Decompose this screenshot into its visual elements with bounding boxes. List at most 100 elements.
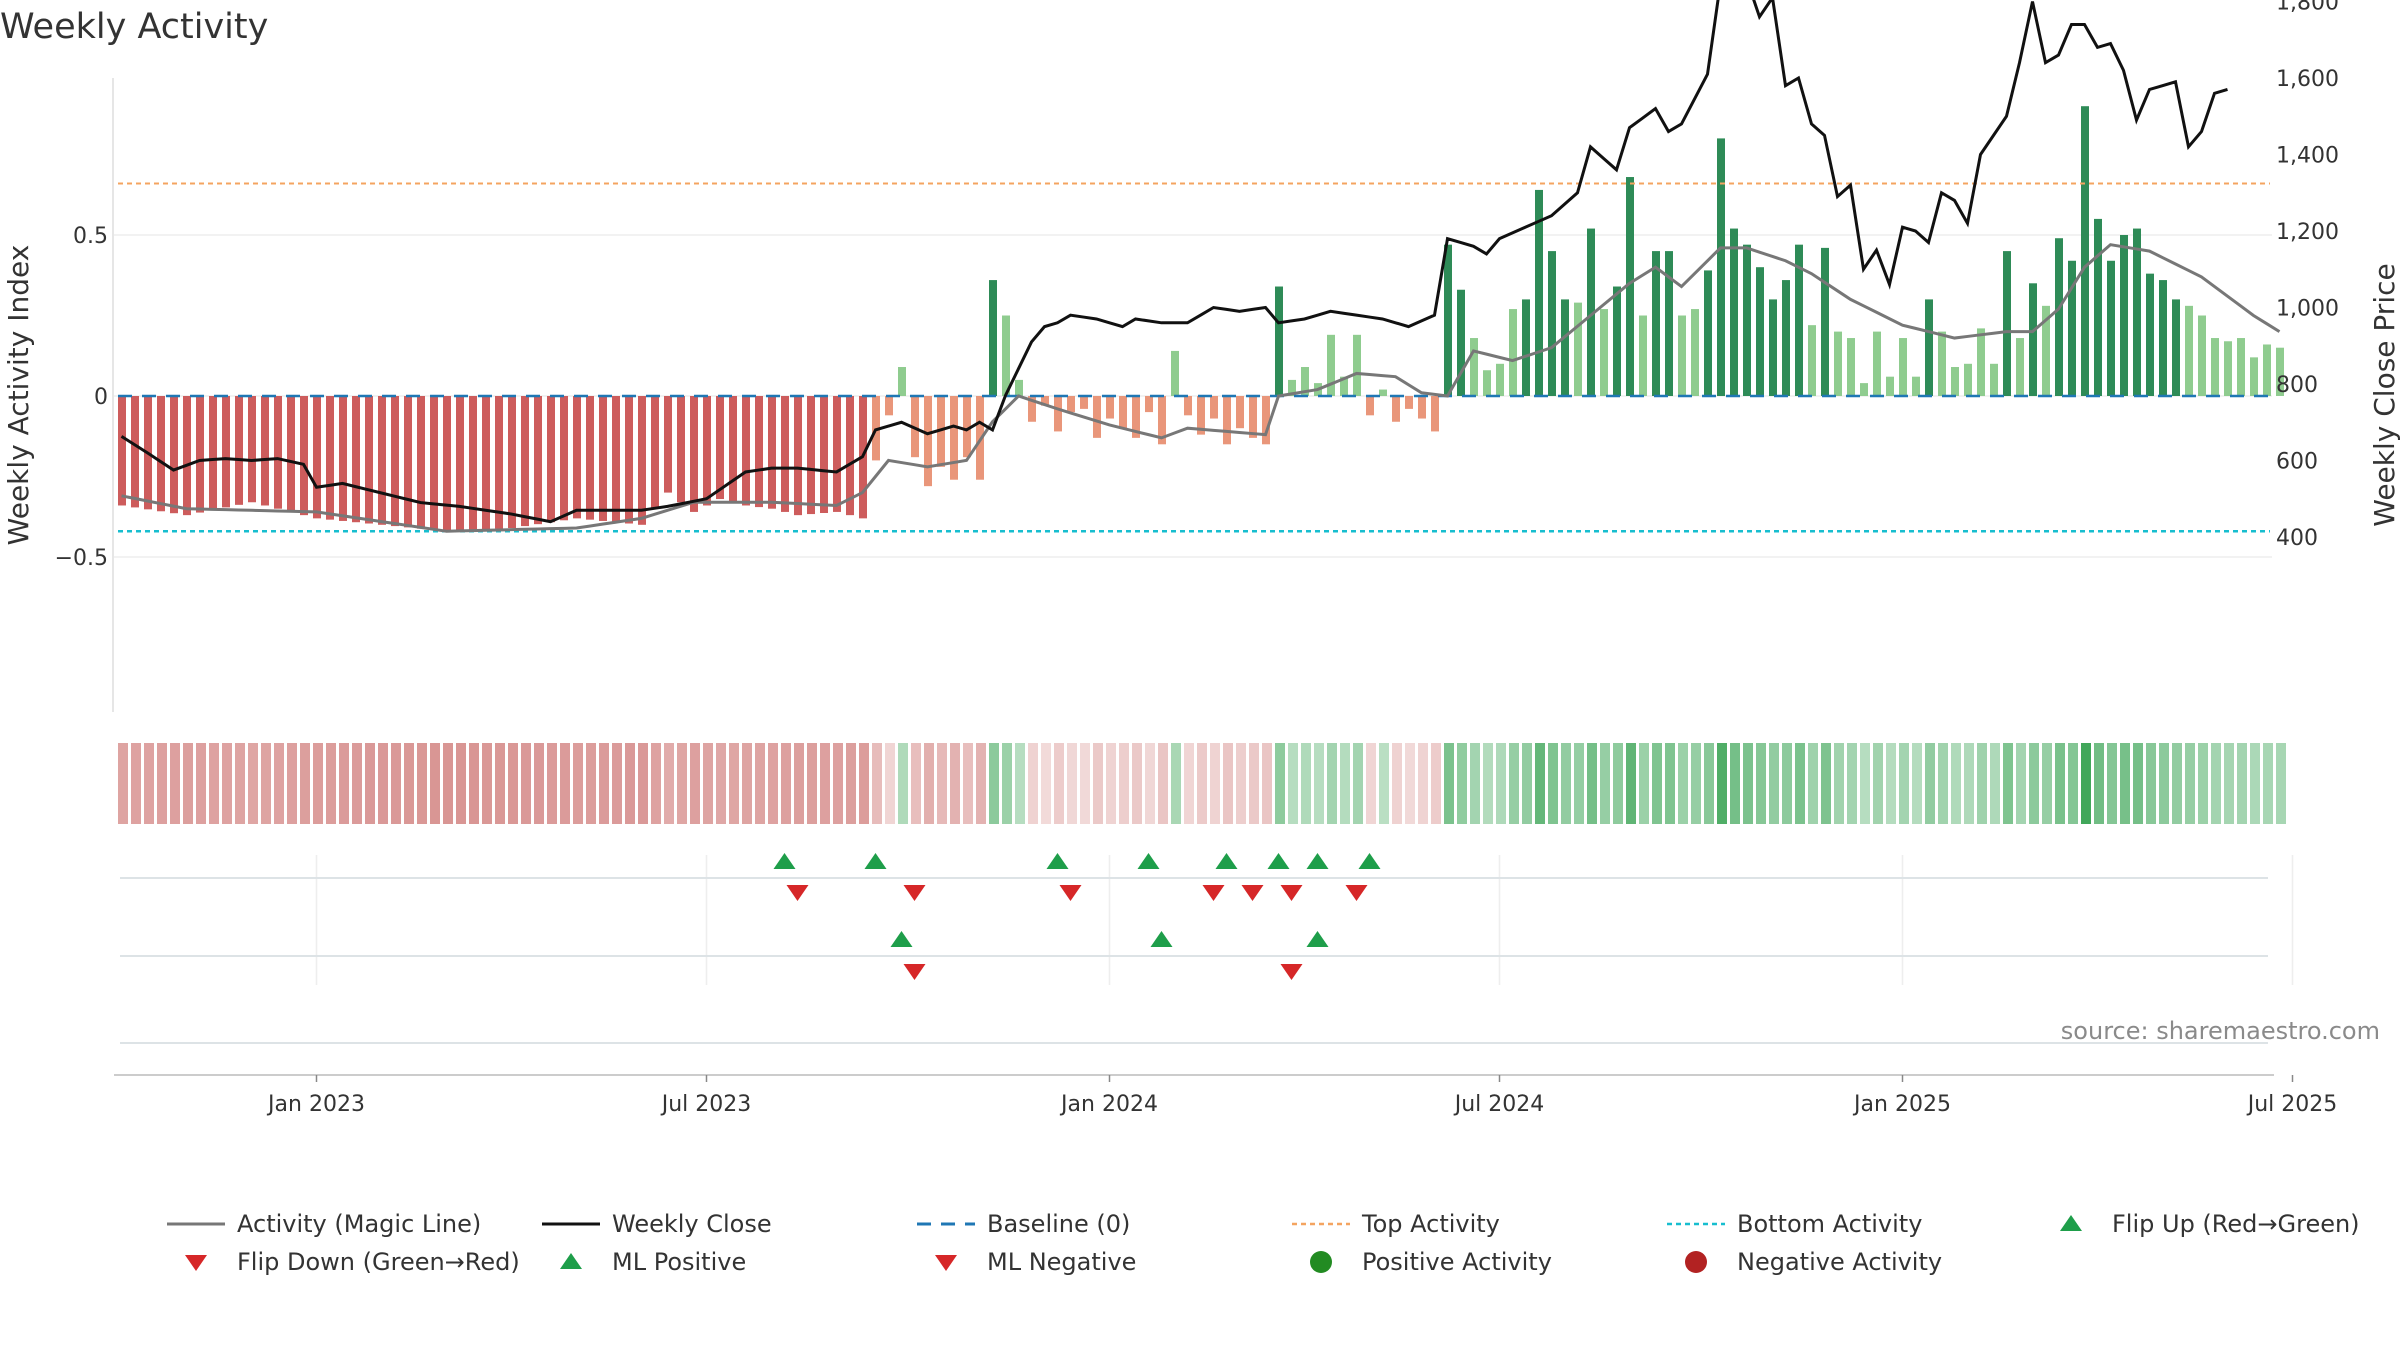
heat-cell bbox=[859, 743, 869, 824]
activity-bar bbox=[534, 396, 542, 525]
activity-bar bbox=[794, 396, 802, 516]
heat-cell bbox=[1574, 743, 1584, 824]
activity-bar bbox=[2016, 338, 2024, 396]
legend-label-flip-down-green-red: Flip Down (Green→Red) bbox=[237, 1248, 520, 1276]
activity-bar bbox=[443, 396, 451, 532]
activity-bar bbox=[365, 396, 373, 524]
heat-cell bbox=[1522, 743, 1532, 824]
activity-bar bbox=[1977, 328, 1985, 396]
heat-cell bbox=[833, 743, 843, 824]
right-tick-label: 1,000 bbox=[2276, 297, 2339, 322]
activity-bar bbox=[183, 396, 191, 516]
heat-cell bbox=[1431, 743, 1441, 824]
heat-cell bbox=[1171, 743, 1181, 824]
gridlines bbox=[114, 234, 2294, 985]
flip-down-marker bbox=[1345, 885, 1368, 901]
activity-bar bbox=[1951, 367, 1959, 396]
heat-cell bbox=[1405, 743, 1415, 824]
heat-cell bbox=[729, 743, 739, 824]
activity-bar bbox=[1405, 396, 1413, 409]
heat-cell bbox=[1249, 743, 1259, 824]
activity-bar bbox=[2276, 347, 2284, 396]
flip-up-marker bbox=[1267, 853, 1290, 869]
activity-bar bbox=[1197, 396, 1205, 435]
legend-label-bottom-activity: Bottom Activity bbox=[1737, 1210, 1922, 1238]
activity-bar bbox=[1834, 331, 1842, 396]
heat-cell bbox=[313, 743, 323, 824]
heat-cell bbox=[937, 743, 947, 824]
legend-symbol-positive-activity bbox=[1310, 1251, 1332, 1273]
source-label: source: sharemaestro.com bbox=[2061, 1017, 2380, 1045]
heat-cell bbox=[2250, 743, 2260, 824]
activity-bar bbox=[1470, 338, 1478, 396]
heat-cell bbox=[1366, 743, 1376, 824]
heat-cell bbox=[742, 743, 752, 824]
heat-cell bbox=[586, 743, 596, 824]
heat-cell bbox=[1340, 743, 1350, 824]
heat-cell bbox=[612, 743, 622, 824]
heat-cell bbox=[1717, 743, 1727, 824]
heat-cell bbox=[560, 743, 570, 824]
heat-cell bbox=[261, 743, 271, 824]
heat-cell bbox=[2224, 743, 2234, 824]
x-tick-label: Jan 2023 bbox=[266, 1092, 365, 1117]
activity-bar bbox=[703, 396, 711, 506]
activity-bar bbox=[1301, 367, 1309, 396]
activity-bar bbox=[742, 396, 750, 506]
heat-cell bbox=[755, 743, 765, 824]
activity-bar bbox=[1431, 396, 1439, 432]
flip-up-marker bbox=[1046, 853, 1069, 869]
activity-bar bbox=[1080, 396, 1088, 409]
activity-bar bbox=[456, 396, 464, 531]
legend-label-baseline-0: Baseline (0) bbox=[987, 1210, 1130, 1238]
activity-bar bbox=[1639, 315, 1647, 396]
activity-bar bbox=[1145, 396, 1153, 413]
legend-label-activity-magic-line: Activity (Magic Line) bbox=[237, 1210, 481, 1238]
activity-bar bbox=[235, 396, 243, 505]
legend-label-positive-activity: Positive Activity bbox=[1362, 1248, 1552, 1276]
activity-bar bbox=[651, 396, 659, 509]
heat-cell bbox=[1912, 743, 1922, 824]
activity-bar bbox=[664, 396, 672, 493]
heat-cell bbox=[716, 743, 726, 824]
x-tick-label: Jul 2024 bbox=[1453, 1092, 1545, 1117]
activity-bar bbox=[1548, 251, 1556, 396]
activity-bar bbox=[677, 396, 685, 503]
legend-symbol-ml-positive bbox=[560, 1253, 582, 1269]
heat-cell bbox=[1184, 743, 1194, 824]
activity-bar bbox=[1847, 338, 1855, 396]
heat-cell bbox=[1873, 743, 1883, 824]
heat-cell bbox=[1561, 743, 1571, 824]
reference-lines bbox=[118, 0, 2281, 533]
activity-bar bbox=[781, 396, 789, 512]
activity-bar bbox=[1665, 251, 1673, 396]
heat-cell bbox=[1223, 743, 1233, 824]
activity-bar bbox=[2107, 260, 2115, 396]
heat-cell bbox=[1899, 743, 1909, 824]
heat-cell bbox=[1054, 743, 1064, 824]
heat-cell bbox=[1275, 743, 1285, 824]
activity-bar bbox=[729, 396, 737, 503]
legend-label-top-activity: Top Activity bbox=[1361, 1210, 1500, 1238]
activity-bar bbox=[1782, 280, 1790, 396]
heat-cell bbox=[2094, 743, 2104, 824]
activity-bar bbox=[1808, 325, 1816, 396]
activity-bar bbox=[1119, 396, 1127, 429]
heat-cell bbox=[1509, 743, 1519, 824]
heat-cell bbox=[1119, 743, 1129, 824]
activity-bar bbox=[1626, 177, 1634, 396]
activity-bar bbox=[885, 396, 893, 416]
activity-bar bbox=[118, 396, 126, 506]
chart-title: Weekly Activity bbox=[0, 7, 268, 47]
heat-cell bbox=[352, 743, 362, 824]
activity-bar bbox=[1210, 396, 1218, 419]
activity-bar bbox=[1574, 302, 1582, 396]
activity-bar bbox=[1691, 309, 1699, 396]
heat-cell bbox=[274, 743, 284, 824]
activity-bar bbox=[950, 396, 958, 480]
activity-bar bbox=[1275, 286, 1283, 396]
right-tick-label: 1,200 bbox=[2276, 220, 2339, 245]
activity-bar bbox=[1821, 247, 1829, 396]
activity-bar bbox=[820, 396, 828, 513]
heat-cell bbox=[144, 743, 154, 824]
